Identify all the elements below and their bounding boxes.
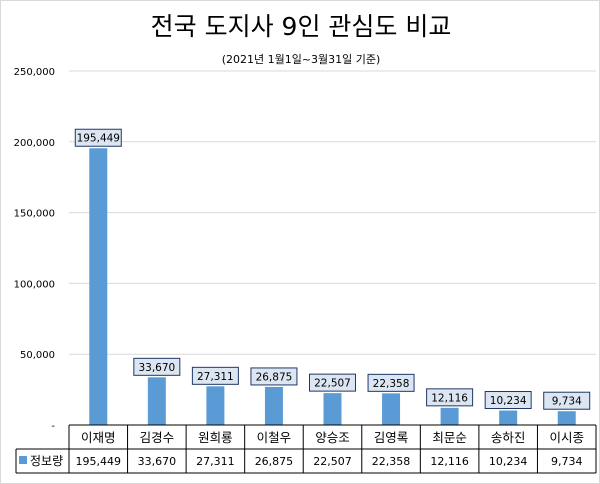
- data-label: 22,507: [314, 378, 351, 390]
- data-label: 9,734: [552, 396, 582, 408]
- y-tick-label: 50,000: [20, 350, 55, 361]
- table-value: 22,358: [372, 455, 411, 468]
- bar: [89, 148, 108, 426]
- bar: [382, 393, 401, 425]
- data-label: 33,670: [138, 362, 175, 374]
- x-category-label: 김영록: [374, 430, 409, 445]
- data-label: 27,311: [197, 371, 234, 383]
- bar: [499, 410, 518, 425]
- data-label-box: [309, 373, 356, 392]
- table-value: 27,311: [196, 455, 235, 468]
- data-label-box: [191, 366, 239, 385]
- y-tick-label: 200,000: [14, 138, 55, 149]
- table-value: 33,670: [138, 455, 177, 468]
- data-label: 195,449: [77, 133, 120, 145]
- x-category-label: 원희룡: [198, 430, 233, 445]
- y-tick-label: 150,000: [14, 209, 55, 220]
- table-value: 26,875: [255, 455, 294, 468]
- data-label-box: [543, 391, 591, 410]
- table-value: 9,734: [551, 455, 583, 468]
- bar: [323, 393, 342, 425]
- bar: [440, 407, 459, 425]
- data-label-box: [426, 388, 474, 407]
- x-category-label: 송하진: [491, 430, 526, 445]
- data-label-box: [133, 357, 181, 376]
- x-category-label: 양승조: [315, 430, 350, 445]
- table-value: 12,116: [430, 455, 469, 468]
- bar: [206, 386, 225, 425]
- legend-series-label: 정보량: [30, 454, 63, 468]
- x-category-label: 김경수: [140, 430, 175, 445]
- x-category-label: 이재명: [81, 430, 116, 445]
- data-label: 22,358: [373, 378, 410, 390]
- bar: [264, 386, 283, 425]
- table-value: 195,449: [76, 455, 122, 468]
- data-label: 26,875: [256, 371, 293, 383]
- y-tick-label: 100,000: [14, 279, 55, 290]
- x-category-label: 이철우: [257, 430, 292, 445]
- legend-swatch: [19, 456, 27, 464]
- data-label-box: [367, 373, 415, 392]
- data-label: 10,234: [490, 395, 527, 407]
- table-value: 10,234: [489, 455, 528, 468]
- table-value: 22,507: [313, 455, 352, 468]
- data-label-box: [484, 391, 532, 410]
- data-label-box: [74, 128, 122, 147]
- x-category-label: 이시종: [549, 430, 584, 445]
- y-tick-label: -: [51, 421, 55, 432]
- x-category-label: 최문순: [432, 430, 467, 445]
- chart-subtitle: (2021년 1월1일~3월31일 기준): [221, 53, 381, 66]
- bar: [557, 411, 576, 425]
- chart-title: 전국 도지사 9인 관심도 비교: [150, 12, 452, 41]
- y-tick-label: 250,000: [14, 67, 55, 78]
- data-label-box: [250, 367, 298, 386]
- data-label: 12,116: [431, 392, 468, 404]
- bar: [147, 377, 166, 425]
